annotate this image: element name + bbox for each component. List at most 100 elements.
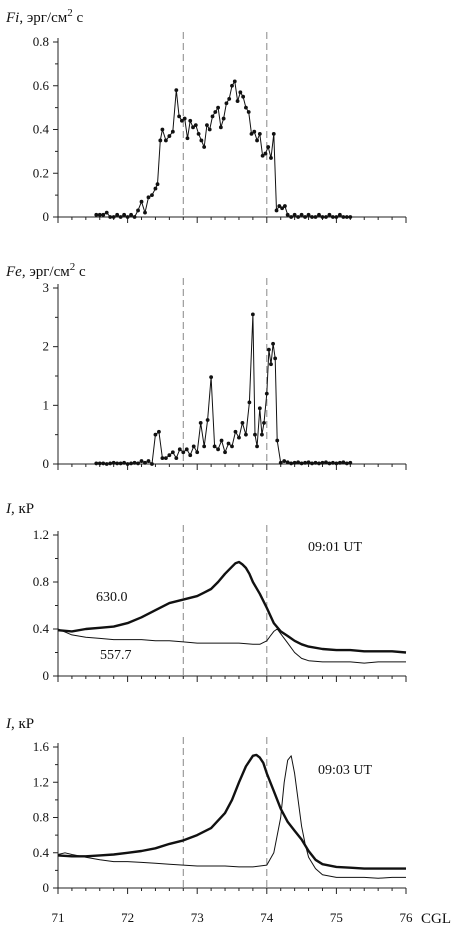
data-point [199, 138, 204, 143]
data-point [170, 450, 175, 455]
y-tick-label: 0.8 [33, 810, 49, 825]
data-point [299, 461, 304, 466]
data-point [313, 215, 318, 219]
data-point [232, 79, 237, 84]
data-point [230, 83, 234, 88]
data-point [292, 460, 297, 465]
x-tick-label: 72 [121, 910, 134, 925]
x-tick-label: 71 [52, 910, 65, 925]
data-point [263, 151, 268, 156]
data-point [218, 125, 223, 130]
y-tick-label: 1.2 [33, 527, 49, 542]
data-point [191, 444, 196, 449]
data-point [125, 215, 130, 219]
data-point [260, 432, 264, 437]
data-point [255, 444, 259, 449]
series-line-0 [96, 80, 351, 218]
y-tick-label: 0.4 [33, 621, 50, 636]
data-point [163, 456, 168, 461]
data-point [115, 461, 120, 466]
panel-fi-unit: , эрг/см [19, 10, 67, 26]
data-point [205, 123, 209, 128]
data-point [278, 460, 283, 465]
data-point [271, 341, 275, 346]
data-point [310, 461, 314, 466]
x-tick-label: 75 [330, 910, 343, 925]
data-point [143, 460, 147, 465]
data-point [221, 116, 226, 121]
data-point [153, 432, 158, 437]
panel-fi-sup: 2 [67, 7, 73, 19]
data-point [174, 456, 179, 461]
data-point [271, 131, 276, 136]
data-point [344, 461, 349, 466]
data-point [132, 215, 137, 219]
data-point [129, 212, 133, 217]
data-point [327, 212, 332, 217]
data-point [118, 215, 123, 219]
data-point [317, 461, 321, 466]
data-point [324, 460, 328, 465]
data-point [97, 212, 102, 217]
data-point [331, 215, 335, 219]
data-point [209, 375, 214, 380]
series-line-0 [57, 560, 407, 654]
data-point [108, 461, 113, 466]
data-point [260, 153, 265, 158]
data-point [94, 212, 99, 217]
data-point [327, 461, 332, 466]
data-point [125, 462, 130, 466]
data-point [255, 138, 259, 143]
data-point [157, 429, 161, 434]
data-point [150, 193, 154, 198]
data-point [153, 186, 158, 191]
plot-area-i-0901: 0 0.4 0.8 1.2 [33, 525, 407, 683]
panel-fi-tail: с [73, 10, 84, 26]
data-point [155, 182, 160, 187]
data-point [289, 215, 294, 219]
data-point [205, 418, 210, 422]
y-tick-label: 0.2 [33, 165, 49, 180]
data-point [262, 421, 266, 425]
data-point [344, 215, 349, 219]
data-point [313, 460, 318, 465]
plot-area-fi: 0 0.2 0.4 0.6 0.8 [33, 32, 407, 224]
data-point [324, 215, 328, 219]
data-point [252, 129, 257, 134]
data-point [94, 461, 99, 466]
plot-area-i-0903: 0 0.4 0.8 1.2 1.6 71 72 73 74 75 76 [33, 737, 413, 925]
data-point [269, 362, 273, 367]
data-point [275, 438, 280, 443]
data-point [277, 204, 282, 208]
x-tick-label: 74 [260, 910, 274, 925]
data-point [188, 118, 193, 123]
panel-i-0903-unit: , кР [11, 716, 34, 732]
data-point [111, 215, 116, 219]
series-line-1 [57, 755, 406, 879]
data-point [244, 105, 248, 110]
data-point [188, 453, 193, 458]
data-point [348, 215, 353, 219]
series-line-1 [57, 628, 406, 664]
y-tick-label: 2 [43, 339, 50, 354]
data-point [257, 131, 262, 136]
data-point [139, 199, 144, 204]
data-point [193, 123, 198, 128]
data-point [289, 461, 294, 466]
data-point [285, 212, 290, 217]
data-point [240, 421, 245, 425]
data-point [273, 356, 278, 361]
data-point [207, 127, 212, 132]
series-line-0 [57, 753, 406, 870]
data-point [115, 212, 120, 217]
data-point [177, 447, 182, 452]
y-tick-label: 0.8 [33, 574, 49, 589]
data-point [292, 212, 297, 217]
data-point [198, 421, 203, 425]
panel-fe-tail: с [75, 264, 86, 280]
series-label-630: 630.0 [96, 590, 128, 605]
data-point [337, 212, 342, 217]
data-point [101, 461, 106, 466]
